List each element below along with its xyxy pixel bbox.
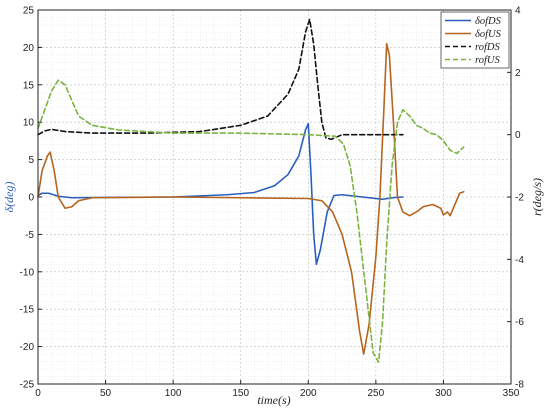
x-tick-label: 250 (368, 388, 385, 399)
y-left-tick-label: 25 (23, 6, 35, 17)
y-left-tick-label: 10 (23, 118, 35, 129)
y-axis-right-label: r(deg/s) (530, 178, 544, 216)
x-tick-label: 300 (435, 388, 452, 399)
ticks-layer: 0 50 100 150 200 250 300 350-25-20-15-10-505101… (20, 6, 525, 400)
series-line-3 (37, 79, 465, 363)
y-right-tick-label: -4 (515, 255, 524, 266)
y-right-tick-label: -6 (515, 317, 524, 328)
y-left-tick-label: -25 (20, 380, 35, 391)
legend: δofDS δofUS rofDS rofUS (440, 11, 510, 69)
legend-label-1: δofUS (475, 29, 502, 40)
x-tick-label: 350 (503, 388, 520, 399)
y-left-tick-label: -20 (20, 342, 35, 353)
y-right-tick-label: 2 (515, 68, 521, 79)
y-right-tick-label: 0 (515, 130, 521, 141)
y-right-tick-label: -2 (515, 193, 524, 204)
y-left-tick-label: 0 (28, 193, 34, 204)
y-left-tick-label: 20 (23, 43, 35, 54)
x-tick-label: 50 (100, 388, 112, 399)
y-right-tick-label: -8 (515, 380, 524, 391)
y-left-tick-label: -15 (20, 305, 35, 316)
x-tick-label: 200 (300, 388, 317, 399)
y-axis-left-label: δ(deg) (2, 182, 16, 213)
x-tick-label: 150 (232, 388, 249, 399)
y-left-tick-label: -5 (25, 230, 34, 241)
x-tick-label: 100 (165, 388, 182, 399)
legend-label-3: rofUS (475, 55, 500, 66)
legend-label-2: rofDS (475, 42, 500, 53)
legend-box (440, 11, 510, 69)
x-tick-label: 0 (35, 388, 41, 399)
y-left-tick-label: -10 (20, 267, 35, 278)
series-line-0 (37, 122, 404, 266)
x-axis-label: time(s) (257, 393, 290, 407)
y-left-tick-label: 15 (23, 80, 35, 91)
y-right-tick-label: 4 (515, 6, 521, 17)
series-layer (37, 18, 465, 363)
legend-label-0: δofDS (475, 16, 502, 27)
y-left-tick-label: 5 (28, 155, 34, 166)
